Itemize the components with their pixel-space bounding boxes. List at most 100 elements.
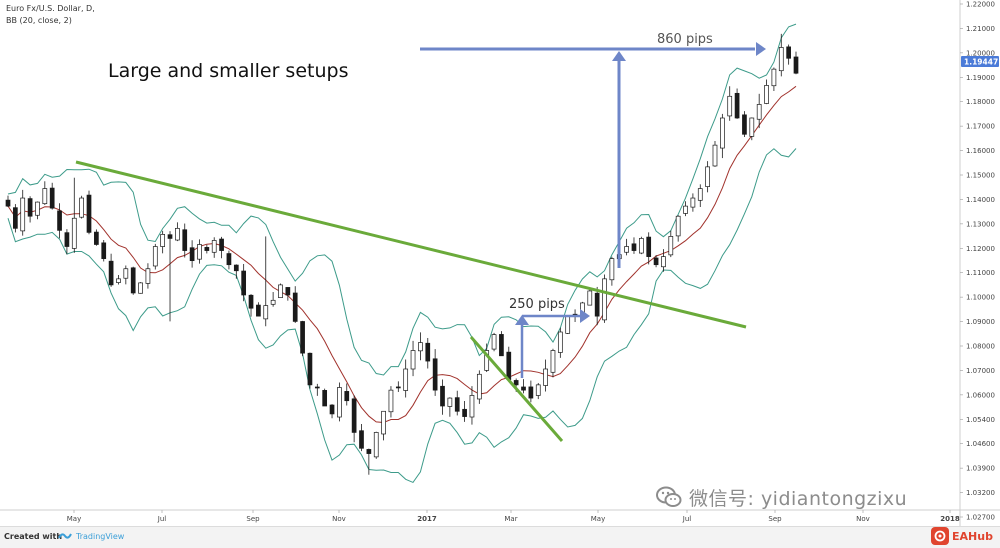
candle-body xyxy=(462,408,467,417)
candle-body xyxy=(624,246,629,253)
candle-body xyxy=(94,231,99,245)
candle-body xyxy=(108,260,114,286)
candle-body xyxy=(646,236,652,257)
candle-body xyxy=(535,384,541,396)
candle-body xyxy=(359,430,364,449)
candle-body xyxy=(403,368,409,391)
candle-body xyxy=(602,278,607,321)
middle-band xyxy=(7,85,797,424)
y-tick-label: 1.07000 xyxy=(966,367,995,375)
candle-body xyxy=(727,95,733,117)
x-tick-label: Jul xyxy=(157,515,167,523)
candle-body xyxy=(675,215,681,237)
candle-body xyxy=(668,236,674,256)
candle-body xyxy=(720,117,725,149)
x-tick-label: Sep xyxy=(246,515,260,523)
tradingview-link[interactable]: TradingView xyxy=(76,532,125,541)
candle-body xyxy=(175,227,180,241)
y-tick-label: 1.20000 xyxy=(966,49,995,57)
large-trendline xyxy=(75,160,747,329)
candle-body xyxy=(587,290,593,306)
y-tick-label: 1.09000 xyxy=(966,318,995,326)
candle-body xyxy=(609,258,615,281)
small-trendline xyxy=(469,336,564,442)
y-tick-label: 1.02700 xyxy=(966,514,995,522)
candle-body xyxy=(594,292,600,317)
candle-body xyxy=(123,268,129,279)
candle-body xyxy=(631,243,637,251)
tradingview-icon xyxy=(58,533,72,539)
candle-body xyxy=(182,229,188,251)
candle-body xyxy=(116,278,121,283)
annotation-860-pips: 860 pips xyxy=(657,32,713,47)
candle-body xyxy=(86,194,92,233)
candle-body xyxy=(322,390,328,407)
candle-body xyxy=(219,238,224,251)
candle-body xyxy=(565,315,571,334)
wechat-watermark: 微信号: yidiantongzixu xyxy=(655,482,907,512)
candle-body xyxy=(395,386,401,389)
eahub-badge: EAHub xyxy=(931,526,993,546)
candle-body xyxy=(79,197,84,218)
y-tick-label: 1.11000 xyxy=(966,269,995,277)
candle-body xyxy=(734,92,740,119)
candle-body xyxy=(241,270,247,296)
y-tick-label: 1.17000 xyxy=(966,123,995,131)
eahub-label: EAHub xyxy=(952,529,993,543)
wechat-icon xyxy=(656,486,682,507)
candle-body xyxy=(101,242,107,259)
candle-body xyxy=(167,234,173,239)
candle-body xyxy=(749,117,755,137)
arrow-head xyxy=(580,309,590,323)
candle-body xyxy=(226,253,232,266)
candle-body xyxy=(425,342,431,362)
candle-body xyxy=(764,85,769,104)
y-tick-label: 1.04600 xyxy=(966,440,995,448)
y-tick-label: 1.13000 xyxy=(966,220,995,228)
y-tick-label: 1.03900 xyxy=(966,465,995,473)
candle-body xyxy=(35,201,40,216)
bollinger-bands xyxy=(7,23,797,484)
candle-body xyxy=(491,334,497,350)
candle-body xyxy=(211,240,217,253)
candle-body xyxy=(152,246,158,267)
candle-body xyxy=(285,287,291,296)
y-tick-label: 1.06000 xyxy=(966,391,995,399)
candle-body xyxy=(388,389,394,413)
candle-body xyxy=(484,350,490,371)
candle-body xyxy=(130,267,136,294)
candle-body xyxy=(705,166,710,187)
candle-body xyxy=(64,232,70,247)
candle-body xyxy=(71,217,77,249)
candle-body xyxy=(57,210,62,231)
x-tick-label: Mar xyxy=(504,515,517,523)
measure-arrows xyxy=(420,42,766,378)
x-tick-label: Jul xyxy=(682,515,692,523)
created-with-label: Created with xyxy=(4,532,63,541)
candle-body xyxy=(5,199,11,207)
chart-title: Large and smaller setups xyxy=(108,60,348,82)
candle-body xyxy=(550,350,556,373)
x-tick-label: Sep xyxy=(768,515,782,523)
candle-body xyxy=(314,386,320,389)
indicator-legend: BB (20, close, 2) xyxy=(6,16,72,25)
y-tick-label: 1.03200 xyxy=(966,489,995,497)
candle-body xyxy=(292,292,298,322)
candle-body xyxy=(697,188,703,201)
candle-body xyxy=(373,432,379,458)
candle-body xyxy=(786,46,791,59)
x-tick-label: May xyxy=(67,515,81,523)
candlesticks xyxy=(5,33,799,475)
candle-body xyxy=(557,331,563,353)
candle-body xyxy=(521,386,526,391)
candle-body xyxy=(653,257,659,266)
candle-body xyxy=(793,56,799,74)
candle-body xyxy=(256,304,261,317)
candle-body xyxy=(351,398,357,433)
y-tick-label: 1.21000 xyxy=(966,25,995,33)
candle-body xyxy=(381,410,386,435)
candle-body xyxy=(189,247,195,262)
annotation-250-pips: 250 pips xyxy=(509,297,565,312)
candle-body xyxy=(690,197,696,208)
